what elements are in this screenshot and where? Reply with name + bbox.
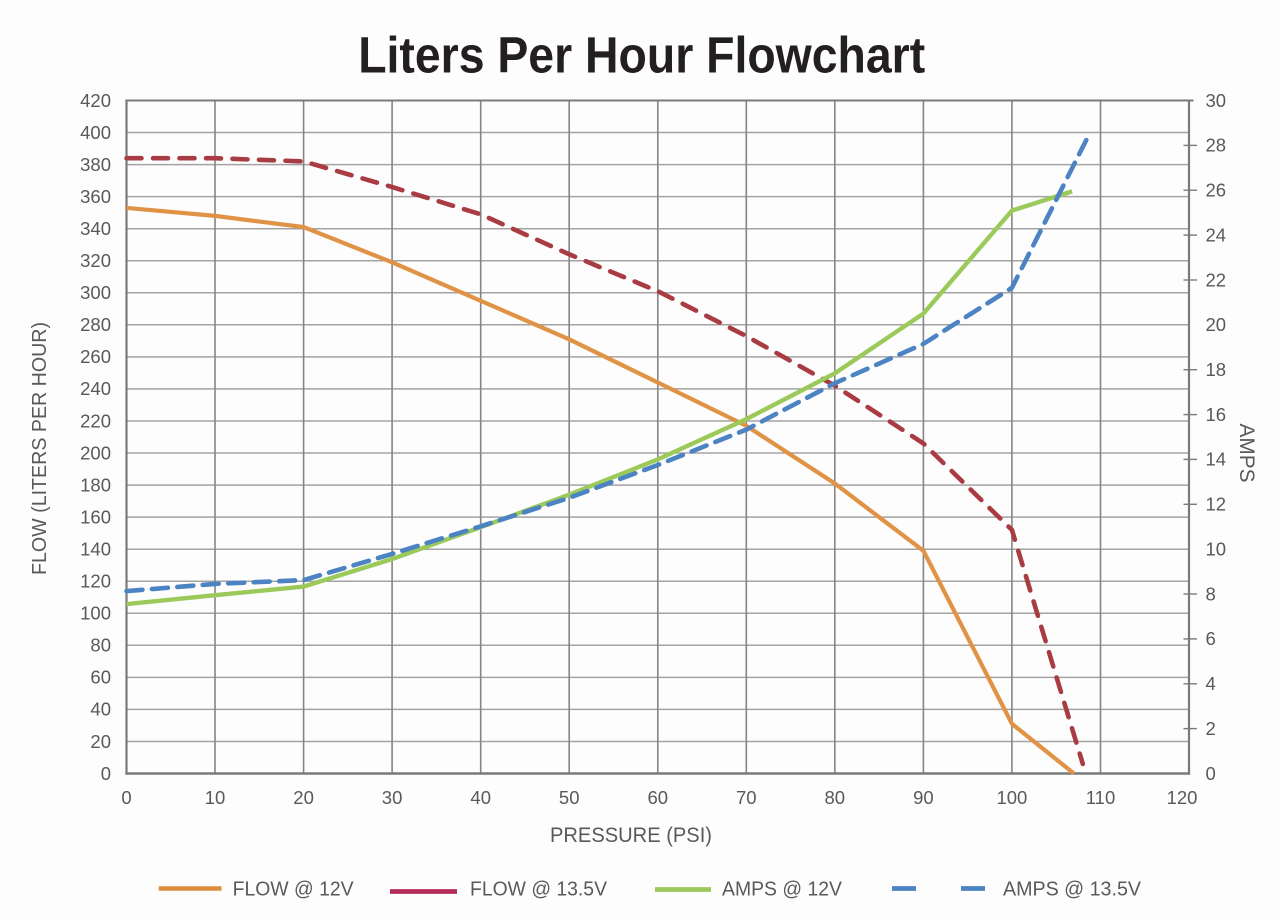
svg-text:420: 420 [80, 90, 111, 111]
svg-text:260: 260 [80, 346, 111, 367]
svg-text:FLOW (LITERS PER HOUR): FLOW (LITERS PER HOUR) [29, 322, 51, 575]
svg-text:0: 0 [1206, 763, 1216, 784]
svg-text:240: 240 [80, 378, 111, 399]
svg-text:20: 20 [1206, 314, 1227, 335]
svg-text:40: 40 [470, 787, 491, 808]
svg-text:22: 22 [1206, 269, 1227, 290]
svg-text:40: 40 [90, 699, 111, 720]
svg-text:14: 14 [1206, 449, 1227, 470]
svg-text:60: 60 [648, 787, 669, 808]
svg-text:AMPS @ 13.5V: AMPS @ 13.5V [1003, 878, 1141, 901]
svg-text:26: 26 [1206, 180, 1227, 201]
svg-text:AMPS: AMPS [1235, 424, 1258, 483]
svg-text:0: 0 [121, 787, 131, 808]
svg-text:400: 400 [80, 122, 111, 143]
svg-text:100: 100 [80, 603, 111, 624]
svg-text:2: 2 [1206, 718, 1216, 739]
svg-text:FLOW @ 12V: FLOW @ 12V [233, 878, 354, 901]
svg-text:10: 10 [205, 787, 226, 808]
svg-text:160: 160 [80, 506, 111, 527]
svg-text:AMPS @ 12V: AMPS @ 12V [722, 878, 842, 901]
svg-text:70: 70 [736, 787, 757, 808]
svg-text:18: 18 [1206, 359, 1227, 380]
svg-text:120: 120 [1167, 787, 1198, 808]
svg-text:320: 320 [80, 250, 111, 271]
svg-text:120: 120 [80, 571, 111, 592]
svg-text:220: 220 [80, 410, 111, 431]
svg-text:10: 10 [1206, 539, 1227, 560]
svg-text:FLOW @ 13.5V: FLOW @ 13.5V [470, 878, 607, 901]
svg-text:4: 4 [1206, 673, 1216, 694]
svg-text:180: 180 [80, 474, 111, 495]
svg-text:60: 60 [90, 667, 111, 688]
svg-text:24: 24 [1206, 224, 1227, 245]
svg-text:380: 380 [80, 154, 111, 175]
svg-text:90: 90 [913, 787, 934, 808]
svg-text:50: 50 [559, 787, 580, 808]
svg-text:100: 100 [996, 787, 1027, 808]
svg-text:360: 360 [80, 186, 111, 207]
svg-text:PRESSURE (PSI): PRESSURE (PSI) [550, 824, 712, 847]
svg-text:8: 8 [1206, 583, 1216, 604]
svg-text:6: 6 [1206, 628, 1216, 649]
svg-text:80: 80 [825, 787, 846, 808]
svg-text:20: 20 [293, 787, 314, 808]
svg-text:140: 140 [80, 539, 111, 560]
svg-text:16: 16 [1206, 404, 1227, 425]
svg-text:12: 12 [1206, 494, 1227, 515]
svg-text:0: 0 [101, 763, 111, 784]
svg-text:30: 30 [1206, 90, 1227, 111]
svg-text:28: 28 [1206, 135, 1227, 156]
svg-text:300: 300 [80, 282, 111, 303]
svg-text:280: 280 [80, 314, 111, 335]
svg-text:110: 110 [1086, 787, 1116, 808]
svg-text:20: 20 [90, 731, 111, 752]
svg-text:200: 200 [80, 442, 111, 463]
svg-text:30: 30 [382, 787, 403, 808]
svg-text:80: 80 [90, 635, 111, 656]
svg-text:Liters Per Hour Flowchart: Liters Per Hour Flowchart [358, 27, 925, 84]
svg-text:340: 340 [80, 218, 111, 239]
